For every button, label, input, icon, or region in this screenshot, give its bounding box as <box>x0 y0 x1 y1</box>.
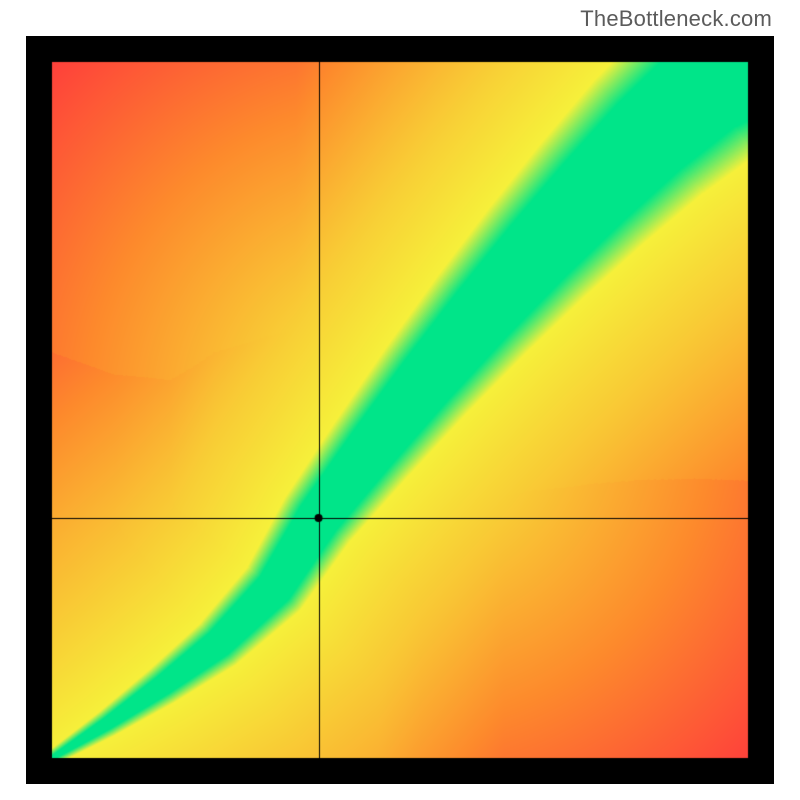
chart-container: TheBottleneck.com <box>0 0 800 800</box>
watermark-text: TheBottleneck.com <box>580 6 772 32</box>
chart-frame <box>26 36 774 784</box>
heatmap-canvas <box>26 36 774 784</box>
